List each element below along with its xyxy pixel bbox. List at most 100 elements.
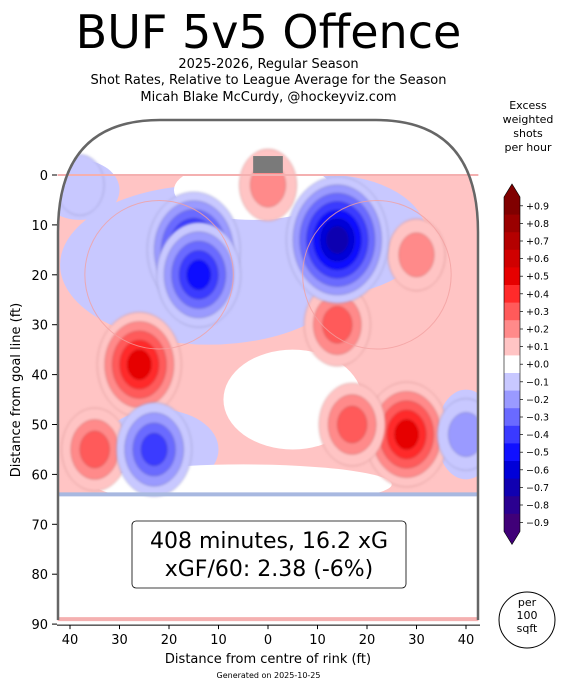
summary-box: 408 minutes, 16.2 xG xGF/60: 2.38 (-6%) [131,520,407,589]
y-tick-label: 30 [31,319,48,334]
y-tick-label: 80 [31,568,48,583]
colorbar-label: +0.4 [526,289,549,300]
heat-contour [337,405,368,444]
heat-hotspot [116,402,193,497]
colorbar-title-line: weighted [502,113,554,126]
colorbar-title-line: Excess [509,99,547,112]
colorbar-title: Excess weighted shots per hour [490,99,565,155]
x-tick-label: 30 [408,633,425,648]
x-tick-label: 0 [264,633,272,648]
colorbar-swatch [504,355,520,374]
y-tick-label: 20 [31,269,48,284]
colorbar-swatch [504,373,520,392]
per-area-text: sqft [517,622,538,635]
heat-contour [186,259,211,291]
colorbar-label: +0.7 [526,237,549,248]
y-tick-label: 10 [31,219,48,234]
x-tick-label: 40 [62,633,79,648]
colorbar-outline [503,183,521,545]
chart-title: BUF 5v5 Offence [75,5,462,59]
heat-contour [79,430,110,469]
colorbar-swatch [504,249,520,268]
colorbar-swatch [504,461,520,480]
rink-boards [56,118,480,620]
colorbar-swatch [504,337,520,356]
colorbar-swatch [504,408,520,427]
per-area-text: per [518,596,537,609]
y-tick-label: 40 [31,369,48,384]
axes: 40 30 20 10 0 10 20 30 40 0 10 20 30 40 50 60 70 80 90 Dist… [9,169,480,667]
colorbar-label: −0.5 [526,448,549,459]
y-tick-label: 90 [31,618,48,633]
colorbar-extend-bottom [504,531,520,545]
faceoff-circle-left [84,200,234,350]
colorbar-swatch [504,390,520,409]
colorbar-label: +0.9 [526,201,549,212]
heatmap-contours [58,148,478,505]
colorbar: +0.9 +0.8 +0.7 +0.6 +0.5 +0.4 +0.3 +0.2 +0.1 +0.0… [503,183,549,545]
goal-net [253,156,283,174]
y-axis-label: Distance from goal line (ft) [9,303,24,477]
heat-hotspot [318,382,386,467]
heat-contour [326,226,349,254]
y-tick-label: 60 [31,468,48,483]
colorbar-swatch [504,320,520,339]
colorbar-label: +0.0 [526,360,549,371]
heat-hotspot [61,407,129,492]
colorbar-swatch [504,425,520,444]
heat-hotspot [387,218,446,292]
y-tick-label: 50 [31,419,48,434]
colorbar-swatch [504,513,520,532]
colorbar-title-line: shots [513,127,543,140]
x-tick-label: 10 [210,633,227,648]
colorbar-swatch [504,496,520,515]
per-area-badge: per 100 sqft [498,591,556,649]
x-tick-label: 10 [309,633,326,648]
heat-contour [127,349,152,380]
colorbar-label: −0.7 [526,483,549,494]
colorbar-label: +0.3 [526,307,549,318]
heat-hotspot [364,381,449,488]
colorbar-label: +0.8 [526,219,549,230]
heat-contour [398,232,435,278]
chart-subtitle-description: Shot Rates, Relative to League Average f… [90,73,447,88]
faceoff-circle-right [302,200,452,350]
chart-subtitle-author: Micah Blake McCurdy, @hockeyviz.com [140,90,397,105]
colorbar-label: −0.4 [526,430,549,441]
colorbar-label: +0.2 [526,325,549,336]
generated-date: Generated on 2025-10-25 [216,671,321,680]
colorbar-swatch [504,302,520,321]
colorbar-label: −0.8 [526,501,549,512]
colorbar-label: −0.6 [526,465,549,476]
rink-markings [56,118,480,622]
summary-xgf60: xGF/60: 2.38 (-6%) [165,557,374,582]
colorbar-label: −0.2 [526,395,549,406]
colorbar-swatch [504,285,520,304]
colorbar-label: +0.6 [526,254,549,265]
y-tick-label: 70 [31,518,48,533]
heat-hotspot [96,311,182,418]
colorbar-extend-top [504,184,520,197]
heat-contour [140,432,168,467]
colorbar-label: −0.1 [526,377,549,388]
x-axis-label: Distance from centre of rink (ft) [165,652,371,667]
colorbar-swatch [504,232,520,251]
heat-contour [394,419,419,450]
colorbar-swatch [504,267,520,286]
x-tick-label: 40 [458,633,475,648]
summary-minutes-xg: 408 minutes, 16.2 xG [150,529,388,554]
x-tick-label: 20 [161,633,178,648]
heat-hotspot [156,222,242,328]
colorbar-swatch [504,197,520,216]
chart-subtitle-season: 2025-2026, Regular Season [178,57,359,72]
colorbar-swatch [504,478,520,497]
per-area-text: 100 [517,609,538,622]
colorbar-title-line: per hour [504,141,552,154]
heat-contour [448,412,478,457]
heat-hotspot [286,176,389,304]
colorbar-label: −0.9 [526,518,549,529]
colorbar-swatch [504,214,520,233]
heat-hotspot [437,398,478,471]
